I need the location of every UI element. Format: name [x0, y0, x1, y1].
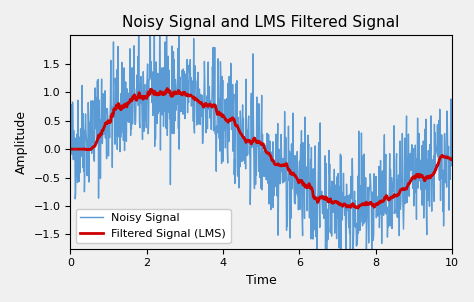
Line: Filtered Signal (LMS): Filtered Signal (LMS)	[70, 88, 452, 208]
Noisy Signal	[67, 133, 73, 137]
Filtered Signal (LMS)	[67, 147, 73, 151]
Y-axis label: Amplitude: Amplitude	[15, 110, 28, 174]
Noisy Signal	[366, 241, 372, 245]
Line: Noisy Signal: Noisy Signal	[70, 0, 452, 274]
Filtered Signal (LMS)	[373, 203, 378, 207]
Filtered Signal (LMS)	[449, 157, 455, 161]
Filtered Signal (LMS)	[366, 202, 372, 206]
Title: Noisy Signal and LMS Filtered Signal: Noisy Signal and LMS Filtered Signal	[122, 15, 400, 30]
Noisy Signal	[449, 131, 455, 135]
Noisy Signal	[323, 272, 328, 276]
Filtered Signal (LMS)	[236, 128, 242, 131]
X-axis label: Time: Time	[246, 274, 276, 287]
Noisy Signal	[106, 123, 112, 127]
Filtered Signal (LMS)	[330, 201, 336, 205]
Filtered Signal (LMS)	[106, 120, 112, 124]
Filtered Signal (LMS)	[355, 206, 361, 210]
Noisy Signal	[373, 201, 378, 204]
Filtered Signal (LMS)	[222, 117, 228, 120]
Filtered Signal (LMS)	[164, 87, 170, 90]
Noisy Signal	[236, 128, 242, 131]
Legend: Noisy Signal, Filtered Signal (LMS): Noisy Signal, Filtered Signal (LMS)	[76, 209, 230, 243]
Noisy Signal	[222, 98, 228, 101]
Noisy Signal	[330, 180, 336, 183]
